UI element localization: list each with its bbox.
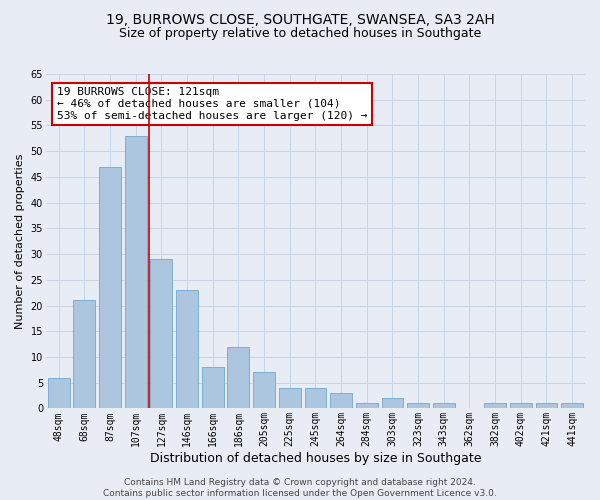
Bar bbox=[356, 404, 377, 408]
Bar bbox=[561, 404, 583, 408]
Bar bbox=[176, 290, 198, 408]
Bar bbox=[73, 300, 95, 408]
Bar bbox=[433, 404, 455, 408]
Bar bbox=[536, 404, 557, 408]
Bar bbox=[125, 136, 146, 408]
Text: Size of property relative to detached houses in Southgate: Size of property relative to detached ho… bbox=[119, 28, 481, 40]
Text: 19 BURROWS CLOSE: 121sqm
← 46% of detached houses are smaller (104)
53% of semi-: 19 BURROWS CLOSE: 121sqm ← 46% of detach… bbox=[56, 88, 367, 120]
Bar bbox=[202, 368, 224, 408]
Text: 19, BURROWS CLOSE, SOUTHGATE, SWANSEA, SA3 2AH: 19, BURROWS CLOSE, SOUTHGATE, SWANSEA, S… bbox=[106, 12, 494, 26]
Bar bbox=[279, 388, 301, 408]
Bar bbox=[227, 346, 250, 408]
Bar bbox=[48, 378, 70, 408]
Bar bbox=[330, 393, 352, 408]
Bar bbox=[382, 398, 403, 408]
Bar bbox=[510, 404, 532, 408]
X-axis label: Distribution of detached houses by size in Southgate: Distribution of detached houses by size … bbox=[149, 452, 481, 465]
Text: Contains HM Land Registry data © Crown copyright and database right 2024.
Contai: Contains HM Land Registry data © Crown c… bbox=[103, 478, 497, 498]
Bar bbox=[305, 388, 326, 408]
Bar bbox=[407, 404, 429, 408]
Bar bbox=[151, 259, 172, 408]
Bar bbox=[99, 166, 121, 408]
Y-axis label: Number of detached properties: Number of detached properties bbox=[15, 154, 25, 329]
Bar bbox=[484, 404, 506, 408]
Bar bbox=[253, 372, 275, 408]
